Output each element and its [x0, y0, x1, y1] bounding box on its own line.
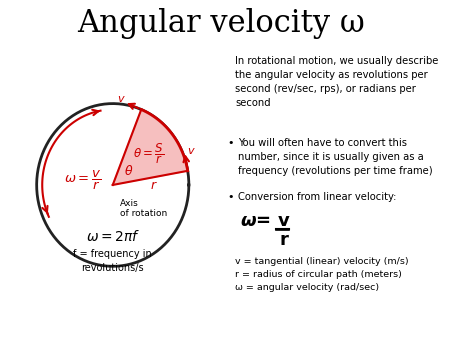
Text: $\theta=\dfrac{S}{r}$: $\theta=\dfrac{S}{r}$ — [133, 141, 164, 166]
Text: In rotational motion, we usually describe
the angular velocity as revolutions pe: In rotational motion, we usually describ… — [235, 56, 438, 108]
Text: Angular velocity ω: Angular velocity ω — [77, 8, 365, 39]
Text: v: v — [117, 94, 124, 104]
Text: $\omega=\dfrac{v}{r}$: $\omega=\dfrac{v}{r}$ — [64, 168, 102, 192]
Text: v: v — [278, 212, 290, 230]
Text: r: r — [280, 231, 289, 248]
Text: v = tangential (linear) velocity (m/s): v = tangential (linear) velocity (m/s) — [235, 257, 409, 266]
Text: •: • — [228, 192, 234, 202]
Polygon shape — [113, 109, 188, 185]
Text: Conversion from linear velocity:: Conversion from linear velocity: — [238, 192, 396, 202]
Text: $\omega=2\pi f$: $\omega=2\pi f$ — [85, 229, 140, 244]
Text: Axis
of rotation: Axis of rotation — [120, 199, 167, 218]
Text: $\theta$: $\theta$ — [124, 164, 133, 178]
Text: ω = angular velocity (rad/sec): ω = angular velocity (rad/sec) — [235, 283, 379, 292]
Text: v: v — [187, 146, 193, 156]
Text: You will often have to convert this
number, since it is usually given as a
frequ: You will often have to convert this numb… — [238, 138, 433, 176]
Text: $\boldsymbol{\omega}$=: $\boldsymbol{\omega}$= — [240, 212, 273, 230]
Text: f = frequency in
revolutions/s: f = frequency in revolutions/s — [73, 250, 152, 273]
Text: r = radius of circular path (meters): r = radius of circular path (meters) — [235, 270, 402, 279]
Text: r: r — [150, 179, 155, 192]
Text: •: • — [228, 138, 234, 148]
